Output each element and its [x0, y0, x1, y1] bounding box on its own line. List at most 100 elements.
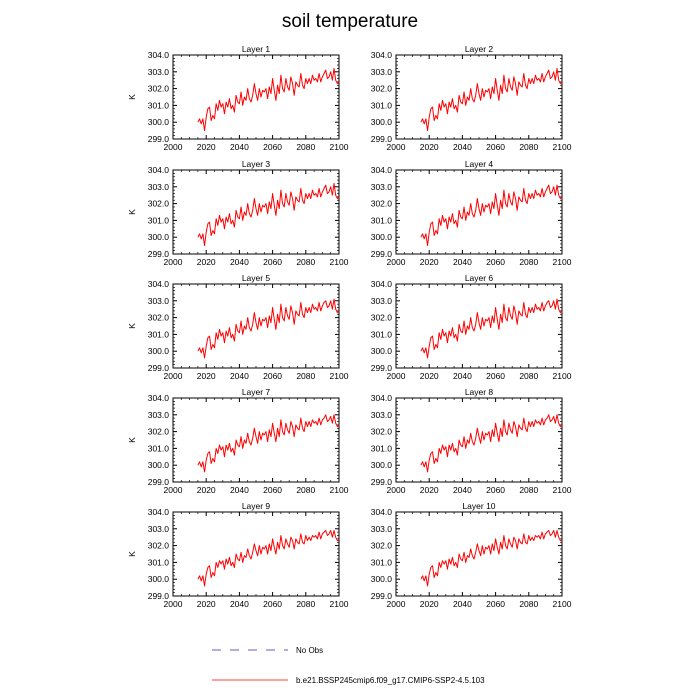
y-tick-label: 299.0 — [371, 363, 393, 373]
y-tick-label: 300.0 — [371, 232, 393, 242]
x-tick-label: 2080 — [519, 257, 538, 267]
y-tick-label: 299.0 — [148, 249, 170, 259]
x-tick-label: 2060 — [263, 485, 282, 495]
x-tick-label: 2000 — [164, 599, 183, 609]
panel-layer-4: Layer 4 299.0 300.0 301.0 302.0 303.0 304.0 200… — [371, 159, 572, 267]
y-tick-label: 304.0 — [148, 279, 170, 289]
panel-layer-10: Layer 10 299.0 300.0 301.0 302.0 303.0 304.0 20… — [371, 501, 572, 609]
y-tick-label: 301.0 — [371, 329, 393, 339]
x-tick-label: 2100 — [330, 257, 349, 267]
x-tick-label: 2020 — [420, 142, 439, 152]
x-tick-label: 2040 — [230, 485, 249, 495]
y-tick-label: 304.0 — [371, 279, 393, 289]
x-tick-label: 2020 — [197, 257, 216, 267]
y-tick-label: 299.0 — [148, 134, 170, 144]
panel-layer-5: Layer 5 K 299.0 300.0 301.0 302.0 303.0 304.0 20… — [127, 273, 349, 381]
x-tick-label: 2060 — [486, 142, 505, 152]
panel-title: Layer 9 — [242, 501, 271, 511]
x-tick-label: 2100 — [330, 142, 349, 152]
x-tick-label: 2100 — [330, 371, 349, 381]
series-line-model — [197, 298, 340, 359]
panel-layer-3: Layer 3 K 299.0 300.0 301.0 302.0 303.0 304.0 20… — [127, 159, 349, 267]
x-tick-label: 2040 — [453, 485, 472, 495]
y-tick-label: 300.0 — [371, 460, 393, 470]
series-line-model — [420, 414, 563, 473]
x-tick-label: 2000 — [164, 371, 183, 381]
panel-title: Layer 3 — [242, 159, 271, 169]
panel-title: Layer 7 — [242, 387, 271, 397]
y-tick-label: 302.0 — [148, 427, 170, 437]
series-line-model — [197, 414, 340, 473]
x-tick-label: 2040 — [230, 257, 249, 267]
x-tick-label: 2080 — [296, 257, 315, 267]
panel-title: Layer 8 — [465, 387, 494, 397]
x-tick-label: 2020 — [197, 599, 216, 609]
series-line-model — [197, 182, 340, 247]
x-tick-label: 2080 — [519, 371, 538, 381]
x-tick-label: 2000 — [387, 257, 406, 267]
y-tick-label: 301.0 — [371, 100, 393, 110]
x-tick-label: 2020 — [420, 371, 439, 381]
x-tick-label: 2100 — [553, 371, 572, 381]
y-tick-label: 301.0 — [371, 443, 393, 453]
y-tick-label: 301.0 — [148, 100, 170, 110]
x-tick-label: 2100 — [553, 599, 572, 609]
y-tick-label: 304.0 — [148, 507, 170, 517]
x-tick-label: 2000 — [387, 371, 406, 381]
y-tick-label: 300.0 — [148, 574, 170, 584]
y-tick-label: 300.0 — [148, 346, 170, 356]
y-tick-label: 301.0 — [371, 215, 393, 225]
x-tick-label: 2060 — [263, 599, 282, 609]
panel-layer-8: Layer 8 299.0 300.0 301.0 302.0 303.0 304.0 200… — [371, 387, 572, 495]
y-tick-label: 303.0 — [148, 296, 170, 306]
panel-layer-1: Layer 1 K 299.0 300.0 301.0 302.0 303.0 304.0 20… — [127, 44, 349, 152]
x-tick-label: 2020 — [197, 485, 216, 495]
y-tick-label: 302.0 — [371, 541, 393, 551]
y-tick-label: 302.0 — [371, 84, 393, 94]
legend-obs-label: No Obs — [296, 646, 323, 655]
x-tick-label: 2100 — [330, 599, 349, 609]
series-line-model — [420, 67, 563, 132]
x-tick-label: 2060 — [486, 599, 505, 609]
y-axis-label: K — [127, 209, 137, 215]
y-tick-label: 300.0 — [371, 346, 393, 356]
x-tick-label: 2080 — [296, 371, 315, 381]
x-tick-label: 2100 — [330, 485, 349, 495]
y-tick-label: 301.0 — [148, 557, 170, 567]
x-tick-label: 2000 — [164, 142, 183, 152]
y-tick-label: 302.0 — [148, 313, 170, 323]
y-tick-label: 304.0 — [371, 50, 393, 60]
x-tick-label: 2040 — [453, 371, 472, 381]
y-tick-label: 299.0 — [371, 477, 393, 487]
figure-title: soil temperature — [282, 11, 418, 32]
panel-title: Layer 5 — [242, 273, 271, 283]
x-tick-label: 2060 — [263, 142, 282, 152]
y-tick-label: 303.0 — [148, 182, 170, 192]
x-tick-label: 2080 — [296, 599, 315, 609]
y-tick-label: 300.0 — [371, 117, 393, 127]
y-tick-label: 303.0 — [148, 410, 170, 420]
series-line-model — [420, 298, 563, 359]
y-tick-label: 299.0 — [148, 591, 170, 601]
y-axis-label: K — [127, 437, 137, 443]
panel-title: Layer 2 — [465, 44, 494, 54]
y-axis-label: K — [127, 551, 137, 557]
x-tick-label: 2080 — [519, 142, 538, 152]
series-line-model — [197, 529, 339, 587]
y-tick-label: 303.0 — [371, 182, 393, 192]
panel-title: Layer 1 — [242, 44, 271, 54]
y-tick-label: 303.0 — [371, 67, 393, 77]
y-tick-label: 304.0 — [371, 507, 393, 517]
x-tick-label: 2040 — [453, 599, 472, 609]
y-tick-label: 302.0 — [371, 199, 393, 209]
x-tick-label: 2000 — [387, 599, 406, 609]
y-tick-label: 300.0 — [371, 574, 393, 584]
y-tick-label: 302.0 — [148, 199, 170, 209]
y-tick-label: 300.0 — [148, 117, 170, 127]
y-tick-label: 304.0 — [148, 165, 170, 175]
panel-title: Layer 6 — [465, 273, 494, 283]
y-tick-label: 301.0 — [148, 329, 170, 339]
x-tick-label: 2020 — [420, 257, 439, 267]
series-line-model — [197, 67, 340, 132]
x-tick-label: 2100 — [553, 485, 572, 495]
